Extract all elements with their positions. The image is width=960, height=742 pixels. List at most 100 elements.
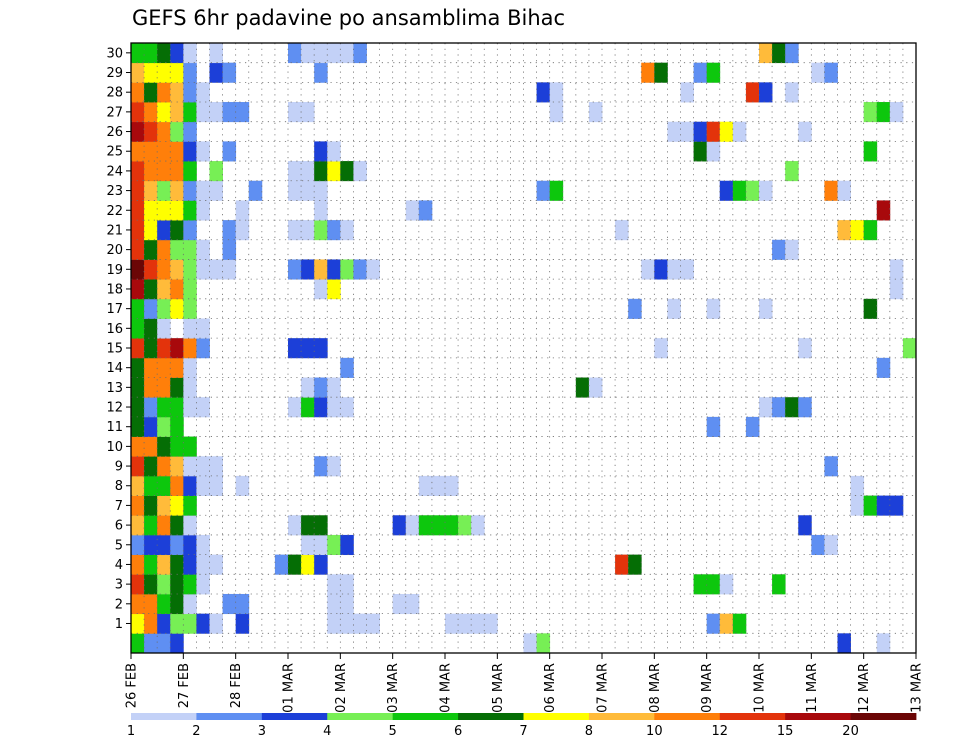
y-tick-label: 7: [115, 499, 123, 514]
heatmap-cell: [144, 220, 158, 241]
heatmap-cell: [144, 141, 158, 162]
heatmap-cell: [183, 180, 197, 201]
y-tick-label: 29: [106, 66, 123, 81]
heatmap-cell: [366, 613, 380, 634]
heatmap-cell: [445, 475, 459, 496]
heatmap-cell: [301, 220, 315, 241]
heatmap-cell: [693, 574, 708, 595]
heatmap-cell: [157, 495, 171, 516]
heatmap-cell: [131, 62, 145, 83]
heatmap-cell: [196, 475, 210, 496]
colorbar-label: 20: [842, 724, 859, 739]
heatmap-cell: [144, 82, 158, 103]
heatmap-cell: [222, 102, 237, 123]
heatmap-cell: [170, 574, 184, 595]
heatmap-cell: [889, 102, 904, 123]
heatmap-cell: [183, 200, 197, 221]
x-tick-label: 07 MAR: [596, 663, 611, 713]
heatmap-cell: [405, 200, 420, 221]
heatmap-cell: [170, 200, 184, 221]
heatmap-cell: [170, 397, 184, 418]
heatmap-cell: [157, 43, 171, 64]
heatmap-cell: [131, 200, 145, 221]
heatmap-cell: [131, 593, 145, 615]
heatmap-cell: [759, 82, 773, 103]
heatmap-cell: [144, 121, 158, 142]
y-tick-label: 2: [115, 597, 123, 612]
heatmap-cell: [811, 62, 825, 83]
heatmap-cell: [170, 633, 184, 654]
heatmap-cell: [170, 357, 184, 378]
heatmap-cell: [131, 377, 145, 398]
heatmap-cell: [431, 475, 446, 496]
heatmap-cell: [170, 62, 184, 83]
heatmap-cell: [170, 377, 184, 398]
y-tick-label: 1: [115, 617, 123, 632]
heatmap-cell: [314, 259, 328, 280]
heatmap-cell: [772, 43, 786, 64]
heatmap-cell: [183, 141, 197, 162]
heatmap-cell: [288, 161, 302, 182]
heatmap-cell: [745, 180, 760, 201]
heatmap-cell: [183, 121, 197, 142]
heatmap-cell: [340, 357, 354, 378]
heatmap-cell: [340, 574, 354, 595]
heatmap-cell: [876, 357, 891, 378]
colorbar-swatch: [327, 713, 394, 720]
heatmap-cell: [183, 436, 197, 457]
colorbar-swatch: [654, 713, 721, 720]
heatmap-cell: [170, 220, 184, 241]
heatmap-cell: [157, 534, 171, 556]
heatmap-cell: [144, 475, 158, 496]
heatmap-cell: [680, 259, 694, 280]
heatmap-cell: [314, 456, 328, 477]
heatmap-cell: [183, 574, 197, 595]
heatmap-cell: [131, 239, 145, 260]
heatmap-cell: [131, 574, 145, 595]
heatmap-cell: [327, 397, 341, 418]
heatmap-cell: [680, 82, 694, 103]
heatmap-cell: [837, 220, 851, 241]
heatmap-cell: [183, 220, 197, 241]
heatmap-cell: [183, 318, 197, 339]
heatmap-cell: [706, 613, 721, 634]
heatmap-cell: [876, 200, 891, 221]
heatmap-cell: [327, 279, 341, 300]
y-tick-label: 24: [106, 164, 123, 179]
heatmap-cell: [131, 456, 145, 477]
heatmap-cell: [680, 121, 694, 142]
heatmap-cell: [798, 121, 812, 142]
heatmap-cell: [863, 102, 878, 123]
heatmap-cell: [144, 357, 158, 378]
x-tick-label: 06 MAR: [543, 663, 558, 713]
heatmap-cell: [902, 338, 917, 359]
y-tick-label: 11: [106, 420, 123, 435]
heatmap-cell: [693, 121, 708, 142]
heatmap-cell: [824, 456, 838, 477]
colorbar-label: 6: [454, 724, 462, 739]
heatmap-cell: [445, 515, 459, 536]
heatmap-cell: [170, 593, 184, 615]
y-tick-label: 15: [106, 342, 123, 357]
y-tick-label: 6: [115, 519, 123, 534]
heatmap-cell: [131, 43, 145, 64]
heatmap-cell: [719, 121, 734, 142]
heatmap-cell: [301, 397, 315, 418]
heatmap-cell: [131, 318, 145, 339]
y-tick-label: 28: [106, 86, 123, 101]
heatmap-cell: [144, 593, 158, 615]
heatmap-cell: [301, 259, 315, 280]
y-tick-label: 23: [106, 184, 123, 199]
heatmap-cell: [131, 141, 145, 162]
heatmap-cell: [157, 141, 171, 162]
heatmap-cell: [314, 279, 328, 300]
x-tick-label: 03 MAR: [386, 663, 401, 713]
heatmap-cell: [798, 338, 812, 359]
heatmap-cell: [144, 338, 158, 359]
heatmap-cell: [418, 200, 433, 221]
y-tick-label: 12: [106, 401, 123, 416]
heatmap-cell: [209, 62, 223, 83]
heatmap-cell: [889, 259, 904, 280]
heatmap-cell: [157, 318, 171, 339]
